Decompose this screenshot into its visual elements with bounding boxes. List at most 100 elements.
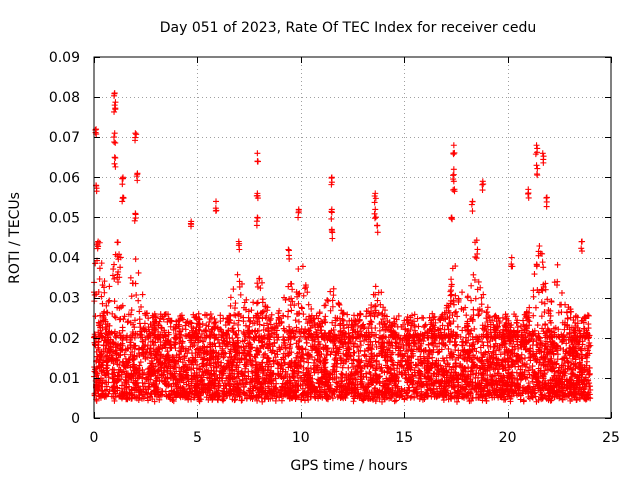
data-point bbox=[295, 300, 302, 307]
data-point bbox=[433, 357, 440, 364]
data-point bbox=[342, 351, 349, 358]
data-point bbox=[543, 361, 550, 368]
data-point bbox=[330, 285, 337, 292]
data-point bbox=[217, 312, 224, 319]
data-point bbox=[525, 380, 532, 387]
data-point bbox=[245, 368, 252, 375]
data-point bbox=[561, 368, 568, 375]
data-point bbox=[452, 360, 459, 367]
data-point bbox=[220, 354, 227, 361]
data-point bbox=[357, 368, 364, 375]
data-point bbox=[357, 378, 364, 385]
data-point bbox=[312, 387, 319, 394]
data-point bbox=[155, 366, 162, 373]
data-point bbox=[114, 372, 121, 379]
data-point bbox=[415, 374, 422, 381]
data-point bbox=[586, 339, 593, 346]
data-point bbox=[317, 359, 324, 366]
data-point bbox=[263, 371, 270, 378]
data-point bbox=[166, 394, 173, 401]
data-point bbox=[515, 357, 522, 364]
data-point bbox=[532, 304, 539, 311]
data-point bbox=[566, 345, 573, 352]
data-point bbox=[373, 358, 380, 365]
data-point bbox=[459, 394, 466, 401]
data-point bbox=[473, 370, 480, 377]
data-point bbox=[245, 387, 252, 394]
data-point bbox=[558, 309, 565, 316]
data-point bbox=[128, 293, 135, 300]
data-point bbox=[277, 370, 284, 377]
data-point bbox=[259, 359, 266, 366]
data-point bbox=[447, 287, 454, 294]
data-point bbox=[295, 378, 302, 385]
data-point bbox=[136, 374, 143, 381]
data-point bbox=[411, 367, 418, 374]
data-point bbox=[117, 352, 124, 359]
data-point bbox=[322, 378, 329, 385]
data-point bbox=[470, 271, 477, 278]
data-point bbox=[340, 360, 347, 367]
data-point bbox=[587, 342, 594, 349]
data-point bbox=[142, 342, 149, 349]
data-point bbox=[133, 366, 140, 373]
data-point bbox=[583, 358, 590, 365]
data-point bbox=[365, 345, 372, 352]
data-point bbox=[417, 348, 424, 355]
data-point bbox=[148, 357, 155, 364]
data-point bbox=[139, 366, 146, 373]
data-point bbox=[386, 347, 393, 354]
data-point bbox=[537, 356, 544, 363]
data-point bbox=[435, 348, 442, 355]
data-point bbox=[557, 370, 564, 377]
data-point bbox=[334, 383, 341, 390]
data-point bbox=[373, 343, 380, 350]
data-point bbox=[370, 396, 377, 403]
data-point bbox=[548, 384, 555, 391]
data-point bbox=[192, 350, 199, 357]
data-point bbox=[102, 353, 109, 360]
data-point bbox=[222, 350, 229, 357]
data-point bbox=[97, 352, 104, 359]
data-point bbox=[517, 342, 524, 349]
data-point bbox=[181, 363, 188, 370]
data-point bbox=[451, 389, 458, 396]
data-point bbox=[322, 359, 329, 366]
data-point bbox=[322, 372, 329, 379]
data-point bbox=[99, 380, 106, 387]
data-point bbox=[118, 382, 125, 389]
data-point bbox=[409, 371, 416, 378]
data-point bbox=[447, 390, 454, 397]
data-point bbox=[402, 390, 409, 397]
data-point bbox=[412, 341, 419, 348]
data-point bbox=[223, 392, 230, 399]
data-point bbox=[167, 342, 174, 349]
data-point bbox=[575, 339, 582, 346]
data-point bbox=[186, 365, 193, 372]
data-point bbox=[315, 395, 322, 402]
data-point bbox=[540, 373, 547, 380]
data-point bbox=[172, 345, 179, 352]
data-point bbox=[315, 380, 322, 387]
data-point bbox=[156, 346, 163, 353]
data-point bbox=[140, 338, 147, 345]
data-point bbox=[563, 340, 570, 347]
data-point bbox=[157, 339, 164, 346]
data-point bbox=[293, 354, 300, 361]
data-point bbox=[333, 379, 340, 386]
data-point bbox=[200, 356, 207, 363]
data-point bbox=[514, 341, 521, 348]
data-point bbox=[322, 313, 329, 320]
data-point bbox=[233, 375, 240, 382]
data-point bbox=[547, 350, 554, 357]
data-point bbox=[91, 291, 98, 298]
data-point bbox=[231, 397, 238, 404]
data-point bbox=[540, 264, 547, 271]
data-point bbox=[123, 378, 130, 385]
data-point bbox=[429, 380, 436, 387]
data-point bbox=[252, 364, 259, 371]
data-point bbox=[557, 345, 564, 352]
data-point bbox=[421, 322, 428, 329]
data-point bbox=[249, 357, 256, 364]
data-point bbox=[301, 389, 308, 396]
